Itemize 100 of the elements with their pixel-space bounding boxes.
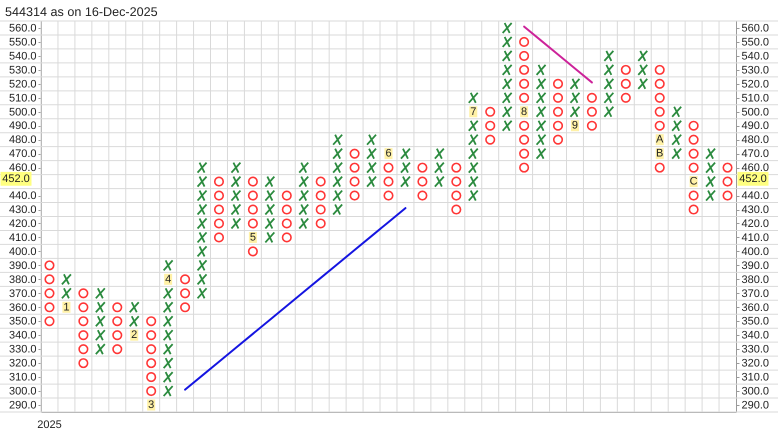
point bbox=[350, 190, 360, 201]
y-tick-label: 540.0 bbox=[8, 50, 36, 62]
point bbox=[78, 302, 88, 312]
point bbox=[196, 176, 208, 188]
y-tick-label: 310.0 bbox=[8, 372, 36, 384]
point bbox=[417, 162, 428, 173]
point bbox=[519, 134, 530, 145]
point bbox=[552, 134, 564, 145]
point bbox=[688, 162, 699, 173]
point bbox=[316, 190, 326, 201]
point bbox=[332, 148, 344, 160]
point bbox=[552, 78, 564, 89]
point bbox=[637, 78, 648, 90]
point bbox=[78, 358, 88, 368]
point bbox=[146, 386, 156, 396]
point bbox=[400, 162, 411, 174]
point bbox=[366, 134, 377, 146]
point bbox=[603, 106, 614, 118]
point bbox=[282, 232, 292, 242]
point bbox=[162, 287, 174, 300]
point bbox=[570, 78, 580, 90]
series-label: 8 bbox=[521, 106, 528, 118]
y-tick-label: 320.0 bbox=[8, 358, 36, 370]
y2-tick-label: 290.0 bbox=[742, 400, 770, 412]
point bbox=[502, 106, 513, 118]
point bbox=[44, 288, 55, 298]
point bbox=[688, 190, 699, 201]
y2-tick-label: 370.0 bbox=[742, 288, 770, 300]
y2-tick-label: 420.0 bbox=[742, 218, 770, 230]
point bbox=[552, 92, 564, 103]
point bbox=[230, 176, 242, 188]
series-label: 2 bbox=[131, 329, 138, 342]
y2-tick-label: 430.0 bbox=[742, 204, 770, 216]
point bbox=[78, 344, 88, 354]
y2-tick-label: 460.0 bbox=[742, 162, 770, 174]
point bbox=[128, 315, 140, 328]
point bbox=[112, 330, 122, 340]
point bbox=[603, 50, 614, 62]
point bbox=[162, 315, 174, 328]
y2-tick-label: 300.0 bbox=[742, 386, 770, 398]
point bbox=[146, 372, 156, 382]
y2-tick-label: 530.0 bbox=[742, 64, 770, 76]
point bbox=[196, 162, 208, 174]
point bbox=[282, 204, 292, 215]
point bbox=[298, 204, 310, 216]
point bbox=[112, 302, 122, 312]
point bbox=[519, 36, 530, 47]
point bbox=[94, 287, 106, 300]
y2-tick-label: 520.0 bbox=[742, 78, 770, 90]
y-tick-label: 470.0 bbox=[8, 148, 36, 160]
point bbox=[316, 176, 326, 187]
point bbox=[536, 120, 546, 132]
point bbox=[688, 134, 699, 145]
point bbox=[485, 120, 496, 131]
y-tick-label: 420.0 bbox=[8, 218, 36, 230]
point bbox=[112, 316, 122, 326]
y-tick-label: 390.0 bbox=[8, 260, 36, 272]
series-label: 6 bbox=[385, 148, 392, 160]
point bbox=[332, 204, 344, 216]
point bbox=[434, 176, 445, 188]
point bbox=[78, 330, 88, 340]
y-tick-label: 300.0 bbox=[8, 386, 36, 398]
point bbox=[519, 120, 530, 131]
point bbox=[264, 232, 276, 244]
y2-tick-label: 310.0 bbox=[742, 372, 770, 384]
point bbox=[519, 78, 530, 89]
y-tick-label: 380.0 bbox=[8, 274, 36, 286]
point bbox=[332, 134, 344, 146]
point bbox=[162, 385, 174, 397]
point bbox=[519, 92, 530, 103]
point bbox=[536, 106, 546, 118]
y-tick-label: 430.0 bbox=[8, 204, 36, 216]
series-label: 7 bbox=[470, 106, 476, 118]
point bbox=[146, 344, 156, 354]
y-tick-label: 510.0 bbox=[8, 92, 36, 104]
point bbox=[519, 64, 530, 75]
y2-tick-label: 330.0 bbox=[742, 344, 770, 356]
point bbox=[162, 371, 174, 383]
point bbox=[230, 190, 242, 202]
point bbox=[230, 218, 242, 230]
point bbox=[536, 64, 546, 76]
point bbox=[434, 162, 445, 174]
y2-tick-label: 500.0 bbox=[742, 106, 770, 118]
point bbox=[180, 288, 190, 298]
point bbox=[451, 176, 462, 187]
point bbox=[162, 343, 174, 356]
y-tick-label: 330.0 bbox=[8, 344, 36, 356]
point bbox=[298, 190, 310, 202]
point bbox=[654, 64, 665, 75]
point bbox=[316, 204, 326, 215]
point bbox=[485, 134, 496, 145]
point bbox=[586, 92, 597, 103]
series-label: A bbox=[656, 134, 664, 146]
series-label: 1 bbox=[63, 301, 70, 314]
point bbox=[196, 246, 208, 258]
y2-tick-label: 360.0 bbox=[742, 302, 770, 314]
line-series bbox=[184, 207, 406, 391]
point bbox=[434, 148, 445, 160]
point bbox=[214, 204, 224, 215]
point bbox=[196, 287, 208, 300]
